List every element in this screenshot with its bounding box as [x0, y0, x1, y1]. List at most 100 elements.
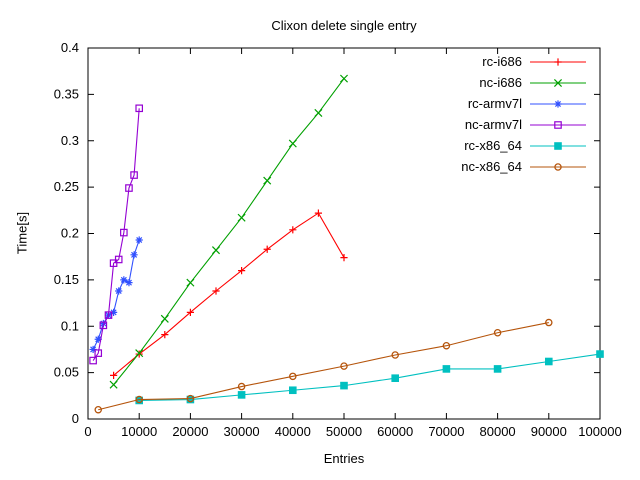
marker-square-open — [94, 349, 103, 357]
legend-item-nc-i686: nc-i686 — [479, 75, 586, 90]
marker-plus — [263, 245, 271, 253]
marker-asterisk — [115, 287, 123, 295]
marker-square-filled — [289, 386, 297, 395]
legend-item-nc-x86_64: nc-x86_64 — [461, 159, 586, 174]
marker-cross — [263, 176, 272, 185]
marker-cross — [135, 349, 144, 358]
tick-label: 60000 — [377, 424, 413, 439]
marker-cross — [160, 314, 169, 323]
tick-label: nc-x86_64 — [461, 159, 522, 174]
marker-cross — [109, 380, 118, 389]
legend-item-rc-armv7l: rc-armv7l — [468, 96, 586, 111]
marker-square-open — [89, 356, 97, 365]
legend-item-rc-x86_64: rc-x86_64 — [464, 138, 586, 153]
marker-square-filled — [391, 374, 400, 382]
tick-label: 0.1 — [61, 318, 79, 333]
tick-label: rc-i686 — [482, 54, 522, 69]
marker-plus — [186, 308, 194, 316]
tick-label: 0.25 — [54, 179, 79, 194]
marker-square-filled — [493, 365, 502, 373]
series-line — [92, 108, 140, 361]
marker-asterisk — [554, 100, 562, 108]
series-rc-x86_64 — [135, 350, 604, 405]
marker-asterisk — [130, 251, 138, 259]
marker-plus — [554, 58, 562, 66]
legend: rc-i686 nc-i686 rc-armv7l nc-armv7l rc-x86_6… — [461, 54, 586, 174]
marker-circle — [442, 341, 451, 350]
legend-item-nc-armv7l: nc-armv7l — [465, 117, 586, 132]
marker-cross — [314, 108, 323, 117]
marker-square-filled — [544, 357, 553, 366]
marker-circle — [94, 405, 102, 414]
tick-label: 0 — [84, 424, 91, 439]
marker-circle — [554, 163, 562, 171]
marker-square-filled — [442, 365, 451, 373]
marker-square-filled — [554, 142, 562, 150]
marker-plus — [314, 209, 322, 217]
tick-label: 80000 — [480, 424, 516, 439]
tick-label: 90000 — [531, 424, 567, 439]
marker-plus — [135, 350, 143, 358]
marker-cross — [237, 213, 246, 222]
series-rc-i686 — [110, 209, 348, 380]
series-line — [113, 78, 345, 386]
marker-asterisk — [120, 276, 128, 284]
marker-cross — [186, 278, 195, 287]
tick-label: 0 — [72, 411, 79, 426]
legend-item-rc-i686: rc-i686 — [482, 54, 586, 69]
marker-plus — [161, 330, 169, 339]
marker-square-filled — [237, 391, 246, 399]
tick-label: 10000 — [121, 424, 157, 439]
marker-cross — [288, 139, 297, 148]
tick-label: 0.4 — [61, 40, 79, 55]
marker-square-open — [130, 171, 138, 179]
marker-square-open — [135, 104, 144, 113]
marker-asterisk — [125, 279, 133, 287]
tick-label: nc-armv7l — [465, 117, 522, 132]
series-nc-i686 — [109, 74, 349, 389]
marker-asterisk — [135, 236, 143, 244]
marker-circle — [135, 395, 143, 404]
marker-square-open — [554, 121, 562, 129]
y-axis-ticks: 0 0.05 0.1 0.15 0.2 0.25 0.3 0.35 0.4 — [54, 40, 600, 426]
series-line — [98, 322, 549, 411]
marker-circle — [391, 351, 399, 359]
tick-label: nc-i686 — [479, 75, 522, 90]
tick-label: 0.35 — [54, 86, 79, 101]
marker-asterisk — [89, 345, 97, 354]
tick-label: 50000 — [326, 424, 362, 439]
marker-square-open — [99, 321, 108, 330]
marker-square-open — [125, 184, 133, 192]
x-axis-label: Entries — [323, 451, 365, 466]
tick-label: 40000 — [275, 424, 311, 439]
marker-plus — [340, 254, 348, 262]
marker-cross — [339, 74, 349, 83]
series-nc-x86_64 — [94, 318, 553, 414]
marker-circle — [186, 394, 195, 403]
tick-label: 0.15 — [54, 272, 79, 287]
tick-label: 0.3 — [61, 133, 79, 148]
marker-plus — [212, 287, 220, 295]
tick-label: 70000 — [428, 424, 464, 439]
series-line — [92, 239, 140, 350]
marker-cross — [553, 78, 563, 88]
marker-cross — [211, 246, 221, 255]
marker-plus — [238, 267, 246, 275]
marker-circle — [289, 372, 297, 381]
series-nc-armv7l — [89, 104, 144, 365]
tick-label: 0.2 — [61, 226, 79, 241]
tick-label: 0.05 — [54, 365, 79, 380]
marker-asterisk — [99, 319, 107, 328]
marker-plus — [289, 226, 297, 234]
marker-circle — [340, 362, 348, 370]
marker-square-filled — [340, 381, 348, 390]
tick-label: 30000 — [224, 424, 260, 439]
marker-square-filled — [596, 350, 604, 358]
marker-circle — [493, 328, 502, 337]
tick-label: rc-armv7l — [468, 96, 522, 111]
marker-square-open — [114, 255, 123, 264]
marker-circle — [545, 318, 553, 327]
marker-plus — [110, 371, 118, 380]
